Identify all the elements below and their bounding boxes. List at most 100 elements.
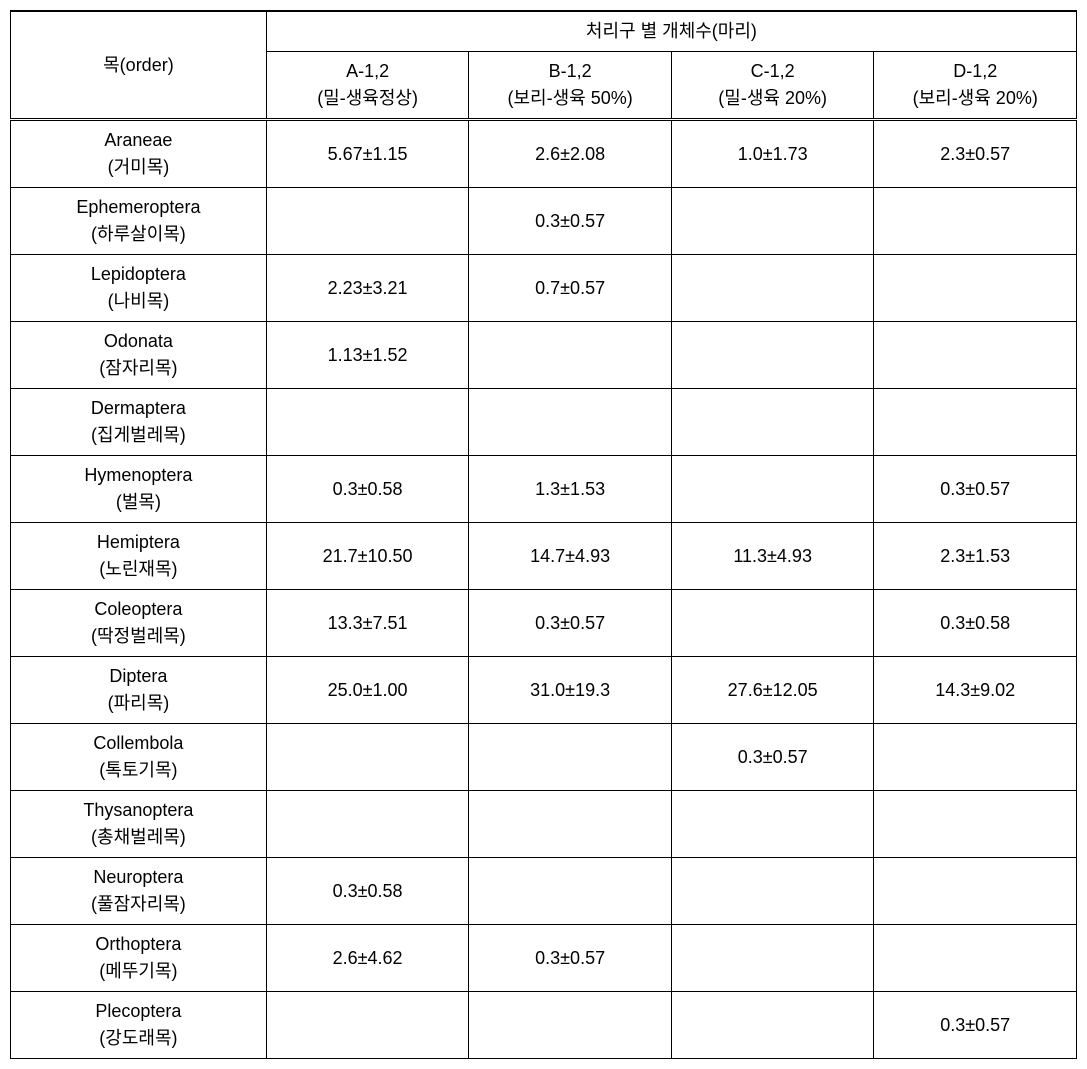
col-a-code: A-1,2 [346, 61, 389, 81]
cell-value-b: 0.3±0.57 [469, 925, 672, 992]
col-c-code: C-1,2 [751, 61, 795, 81]
cell-order: Araneae (거미목) [11, 120, 267, 188]
cell-value-b: 0.7±0.57 [469, 255, 672, 322]
cell-value-b [469, 322, 672, 389]
col-d-desc: (보리-생육 20%) [913, 88, 1038, 108]
table-row: Ephemeroptera (하루살이목) 0.3±0.57 [11, 188, 1077, 255]
cell-value-d [874, 188, 1077, 255]
cell-value-a: 13.3±7.51 [266, 590, 469, 657]
cell-value-c: 11.3±4.93 [671, 523, 874, 590]
order-latin: Coleoptera [94, 599, 182, 619]
table-body: Araneae (거미목) 5.67±1.152.6±2.081.0±1.732.3… [11, 120, 1077, 1059]
cell-value-c [671, 255, 874, 322]
cell-value-d: 2.3±0.57 [874, 120, 1077, 188]
cell-value-b: 2.6±2.08 [469, 120, 672, 188]
cell-value-c [671, 992, 874, 1059]
order-korean: (집게벌레목) [91, 425, 186, 445]
cell-value-a: 0.3±0.58 [266, 456, 469, 523]
header-col-d: D-1,2 (보리-생육 20%) [874, 52, 1077, 120]
order-latin: Neuroptera [93, 867, 183, 887]
specimen-count-table: 목(order) 처리구 별 개체수(마리) A-1,2(밀-생육정상) B-1… [10, 10, 1077, 1059]
order-korean: (하루살이목) [91, 224, 186, 244]
table-row: Lepidoptera (나비목) 2.23±3.210.7±0.57 [11, 255, 1077, 322]
table-row: Odonata(잠자리목)1.13±1.52 [11, 322, 1077, 389]
table-header: 목(order) 처리구 별 개체수(마리) A-1,2(밀-생육정상) B-1… [11, 11, 1077, 120]
cell-value-d: 0.3±0.57 [874, 456, 1077, 523]
order-korean: (나비목) [108, 291, 170, 311]
order-latin: Thysanoptera [83, 800, 193, 820]
order-korean: (총채벌레목) [91, 827, 186, 847]
cell-value-a: 25.0±1.00 [266, 657, 469, 724]
order-latin: Ephemeroptera [76, 197, 200, 217]
cell-value-c [671, 858, 874, 925]
cell-value-d [874, 791, 1077, 858]
cell-value-c [671, 456, 874, 523]
table-row: Collembola (톡토기목) 0.3±0.57 [11, 724, 1077, 791]
order-latin: Odonata [104, 331, 173, 351]
cell-value-d: 0.3±0.58 [874, 590, 1077, 657]
cell-value-a [266, 188, 469, 255]
cell-value-a: 2.23±3.21 [266, 255, 469, 322]
order-latin: Collembola [93, 733, 183, 753]
cell-value-d [874, 255, 1077, 322]
order-korean: (노린재목) [99, 559, 177, 579]
cell-value-a [266, 389, 469, 456]
cell-value-a: 5.67±1.15 [266, 120, 469, 188]
cell-value-a: 2.6±4.62 [266, 925, 469, 992]
order-korean: (파리목) [108, 693, 170, 713]
cell-value-d [874, 925, 1077, 992]
cell-order: Diptera (파리목) [11, 657, 267, 724]
cell-value-d [874, 389, 1077, 456]
cell-value-c [671, 925, 874, 992]
cell-value-c: 1.0±1.73 [671, 120, 874, 188]
col-c-desc: (밀-생육 20%) [718, 88, 827, 108]
cell-value-d [874, 858, 1077, 925]
cell-value-d [874, 322, 1077, 389]
cell-value-b: 0.3±0.57 [469, 188, 672, 255]
order-korean: (딱정벌레목) [91, 626, 186, 646]
order-latin: Orthoptera [95, 934, 181, 954]
cell-value-b [469, 992, 672, 1059]
order-korean: (메뚜기목) [99, 961, 177, 981]
cell-value-b [469, 389, 672, 456]
order-latin: Plecoptera [95, 1001, 181, 1021]
cell-value-c [671, 590, 874, 657]
table-row: Neuroptera(풀잠자리목)0.3±0.58 [11, 858, 1077, 925]
cell-value-a: 21.7±10.50 [266, 523, 469, 590]
order-latin: Dermaptera [91, 398, 186, 418]
table-row: Coleoptera(딱정벌레목)13.3±7.510.3±0.570.3±0.… [11, 590, 1077, 657]
header-col-b: B-1,2(보리-생육 50%) [469, 52, 672, 120]
cell-order: Neuroptera(풀잠자리목) [11, 858, 267, 925]
cell-order: Lepidoptera (나비목) [11, 255, 267, 322]
cell-value-b [469, 724, 672, 791]
col-b-code: B-1,2 [549, 61, 592, 81]
table-row: Hemiptera(노린재목)21.7±10.5014.7±4.9311.3±4… [11, 523, 1077, 590]
cell-order: Collembola (톡토기목) [11, 724, 267, 791]
table-row: Orthoptera (메뚜기목) 2.6±4.620.3±0.57 [11, 925, 1077, 992]
col-a-desc: (밀-생육정상) [317, 88, 418, 108]
cell-value-c [671, 188, 874, 255]
order-latin: Lepidoptera [91, 264, 186, 284]
cell-order: Plecoptera(강도래목) [11, 992, 267, 1059]
cell-value-d: 0.3±0.57 [874, 992, 1077, 1059]
order-korean: (거미목) [108, 157, 170, 177]
order-latin: Araneae [104, 130, 172, 150]
cell-value-c: 0.3±0.57 [671, 724, 874, 791]
cell-value-c: 27.6±12.05 [671, 657, 874, 724]
cell-order: Ephemeroptera (하루살이목) [11, 188, 267, 255]
cell-value-b [469, 791, 672, 858]
order-latin: Diptera [109, 666, 167, 686]
cell-order: Hymenoptera(벌목) [11, 456, 267, 523]
col-d-code: D-1,2 [953, 61, 997, 81]
cell-order: Orthoptera (메뚜기목) [11, 925, 267, 992]
cell-value-c [671, 791, 874, 858]
header-order: 목(order) [11, 11, 267, 120]
cell-value-d [874, 724, 1077, 791]
order-korean: (톡토기목) [99, 760, 177, 780]
cell-value-b: 31.0±19.3 [469, 657, 672, 724]
cell-order: Thysanoptera (총채벌레목) [11, 791, 267, 858]
cell-value-a: 1.13±1.52 [266, 322, 469, 389]
header-col-c: C-1,2 (밀-생육 20%) [671, 52, 874, 120]
table-row: Thysanoptera (총채벌레목) [11, 791, 1077, 858]
table-row: Diptera (파리목) 25.0±1.0031.0±19.327.6±12.05… [11, 657, 1077, 724]
